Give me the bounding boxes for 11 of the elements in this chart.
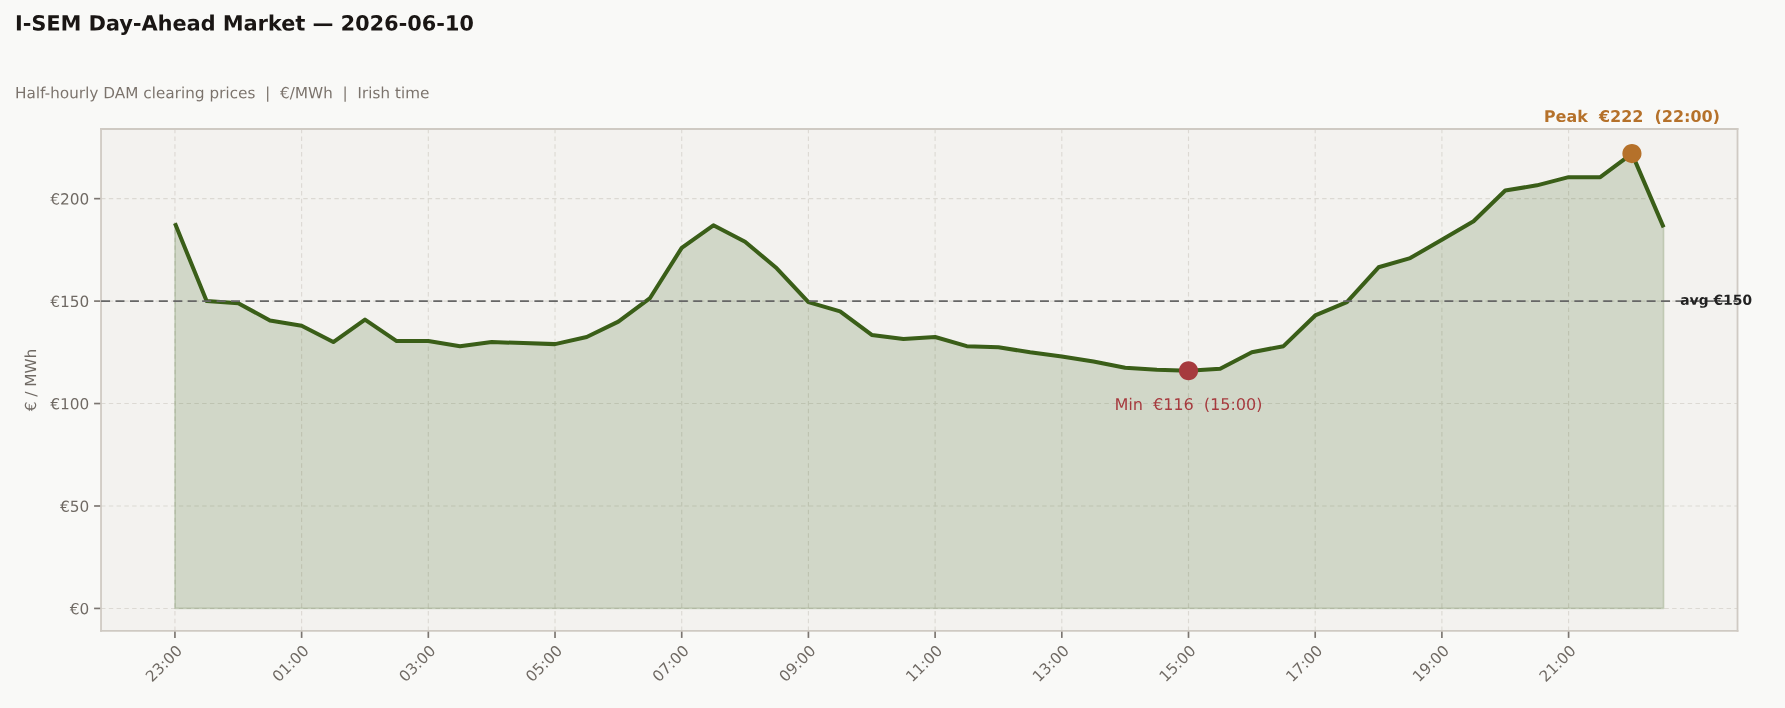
y-tick-label: €0 xyxy=(69,602,89,615)
annotation: Peak €222 (22:00) xyxy=(1545,109,1719,124)
y-tick-label: €200 xyxy=(50,193,89,205)
y-axis-title: € / MWh xyxy=(24,350,38,412)
annotation: Min €116 (15:00) xyxy=(1116,397,1262,412)
ref-line-label: avg €150 xyxy=(1680,294,1752,308)
chart-title: I-SEM Day-Ahead Market — 2026-06-10 xyxy=(16,14,473,35)
chart-subtitle: Half-hourly DAM clearing prices | €/MWh | Irish time xyxy=(16,86,429,102)
y-tick-label: €100 xyxy=(50,398,89,410)
y-tick-label: €150 xyxy=(50,295,89,308)
y-tick-label: €50 xyxy=(60,500,89,513)
